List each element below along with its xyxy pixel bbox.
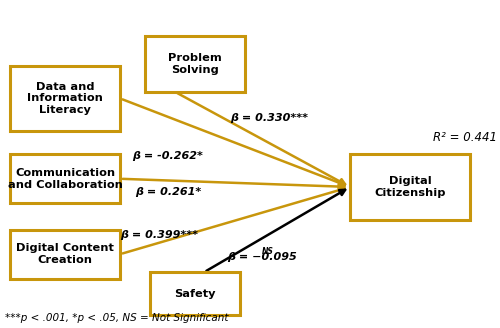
Text: ***p < .001, *p < .05, NS = Not Significant: ***p < .001, *p < .05, NS = Not Signific… [5, 313, 228, 323]
FancyBboxPatch shape [10, 154, 120, 203]
Text: β = -0.262*: β = -0.262* [132, 151, 204, 161]
Text: Digital Content
Creation: Digital Content Creation [16, 243, 114, 265]
Text: NS: NS [262, 247, 274, 256]
Text: Problem
Solving: Problem Solving [168, 53, 222, 75]
FancyBboxPatch shape [10, 66, 120, 131]
Text: β = −0.095: β = −0.095 [228, 253, 297, 262]
Text: Communication
and Collaboration: Communication and Collaboration [8, 168, 122, 190]
FancyBboxPatch shape [145, 36, 245, 92]
Text: β = 0.399***: β = 0.399*** [120, 230, 198, 239]
Text: R² = 0.441: R² = 0.441 [433, 131, 497, 144]
Text: Digital
Citizenship: Digital Citizenship [374, 176, 446, 198]
FancyBboxPatch shape [350, 154, 470, 220]
FancyBboxPatch shape [150, 272, 240, 315]
Text: β = 0.330***: β = 0.330*** [230, 113, 308, 123]
Text: Data and
Information
Literacy: Data and Information Literacy [27, 82, 103, 115]
Text: β = 0.261*: β = 0.261* [135, 187, 201, 197]
FancyBboxPatch shape [10, 230, 120, 279]
Text: Safety: Safety [174, 289, 216, 298]
